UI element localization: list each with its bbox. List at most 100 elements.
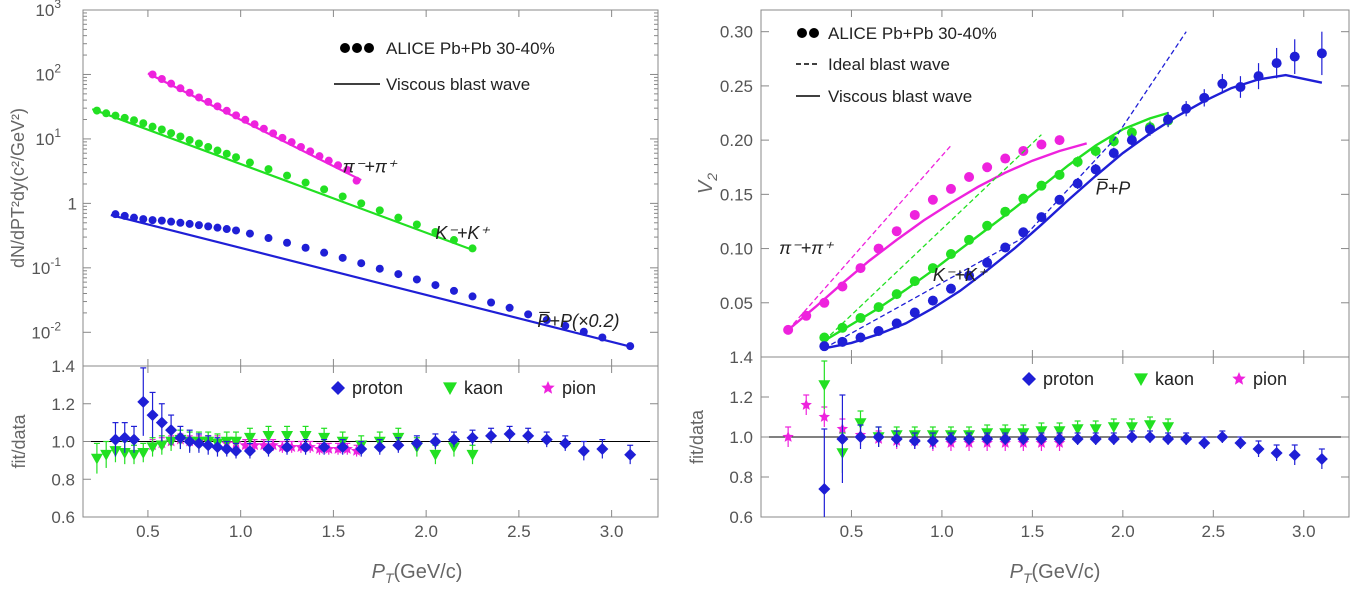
triangle-marker	[230, 436, 243, 448]
diamond-marker	[281, 441, 294, 454]
y-tick-label: 0.25	[720, 77, 753, 96]
diamond-marker	[1180, 433, 1193, 445]
circle-marker	[837, 336, 848, 347]
circle-marker	[139, 215, 148, 224]
triangle-marker	[243, 432, 256, 444]
diamond-marker	[559, 437, 572, 450]
circle-marker	[222, 149, 231, 158]
circle-marker	[945, 183, 956, 194]
star-marker	[267, 439, 279, 451]
circle-marker	[176, 132, 185, 141]
circle-marker	[801, 310, 812, 321]
x-tick-label: 2.0	[1111, 522, 1135, 541]
pion-series-label: π⁻+π⁺	[779, 238, 834, 258]
y-axis-label: fit/data	[687, 409, 707, 464]
triangle-marker	[155, 440, 168, 452]
y-tick-label: 103	[35, 0, 61, 20]
diamond-marker	[522, 429, 535, 442]
circle-marker	[1253, 71, 1264, 82]
ratio-data	[782, 360, 1328, 517]
diamond-marker	[447, 433, 460, 446]
circle-marker	[468, 292, 477, 301]
circle-marker	[148, 70, 157, 79]
circle-marker	[431, 281, 440, 290]
diamond-marker	[1270, 447, 1283, 459]
left-x-axis-label: PT(GeV/c)	[372, 561, 463, 586]
circle-marker	[1144, 124, 1155, 135]
diamond-marker	[192, 437, 205, 450]
circle-marker	[1163, 114, 1174, 125]
legend-ideal-label: Ideal blast wave	[828, 55, 950, 74]
circle-marker	[194, 221, 203, 230]
circle-marker	[1181, 103, 1192, 114]
triangle-marker	[262, 431, 275, 442]
circle-marker	[1235, 81, 1246, 92]
circle-marker	[250, 120, 259, 129]
proton-ideal-line	[823, 31, 1187, 349]
triangle-marker	[90, 453, 103, 465]
circle-marker	[167, 79, 176, 88]
diamond-marker	[1053, 433, 1066, 445]
circle-marker	[213, 146, 222, 155]
diamond-marker	[373, 441, 386, 454]
circle-marker	[301, 178, 310, 187]
triangle-marker	[299, 431, 312, 442]
legend-data-marker	[340, 43, 350, 53]
circle-marker	[964, 234, 975, 245]
y-tick-label: 1.4	[729, 348, 753, 367]
y-tick-label: 10-2	[31, 319, 61, 342]
x-tick-label: 2.0	[414, 522, 438, 541]
legend-viscous-label: Viscous blast wave	[828, 87, 972, 106]
legend: ALICE Pb+Pb 30-40% Viscous blast wave	[334, 39, 555, 94]
diamond-marker	[331, 381, 345, 395]
circle-marker	[626, 342, 635, 351]
star-marker	[782, 431, 794, 442]
diamond-marker	[1071, 433, 1084, 445]
circle-marker	[148, 122, 157, 131]
circle-marker	[1108, 148, 1119, 159]
circle-marker	[157, 216, 166, 225]
diamond-marker	[1252, 443, 1265, 455]
circle-marker	[927, 194, 938, 205]
diamond-marker	[999, 433, 1012, 445]
diamond-marker	[872, 431, 885, 443]
circle-marker	[909, 307, 920, 318]
diamond-marker	[137, 395, 150, 408]
circle-marker	[855, 332, 866, 343]
diamond-marker	[1288, 449, 1301, 461]
legend-pion-label: pion	[1253, 369, 1287, 389]
legend-data-marker	[364, 43, 374, 53]
circle-marker	[412, 220, 421, 229]
triangle-marker	[1134, 373, 1148, 386]
y-tick-label: 0.8	[51, 470, 75, 489]
circle-marker	[338, 192, 347, 201]
circle-marker	[130, 116, 139, 125]
v2-ratio-panel: 0.6 0.8 1.0 1.2 1.4 0.5 1.0 1.5 2.0 2.5 3.0 fit/dat…	[687, 348, 1350, 541]
x-tick-label: 1.5	[1021, 522, 1045, 541]
diamond-marker	[818, 483, 831, 495]
triangle-marker	[1162, 422, 1175, 433]
circle-marker	[338, 253, 347, 262]
circle-marker	[157, 125, 166, 134]
spectra-panel: 103 102 101 1 10-1 10-2 dN/dPT²dy(c²/GeV²) ALIC…	[8, 0, 659, 367]
diamond-marker	[174, 431, 187, 444]
circle-marker	[232, 153, 241, 162]
circle-marker	[352, 176, 361, 185]
circle-marker	[120, 113, 129, 122]
circle-marker	[343, 165, 352, 174]
circle-marker	[1036, 180, 1047, 191]
circle-marker	[232, 226, 241, 235]
circle-marker	[245, 158, 254, 167]
triangle-marker	[128, 449, 141, 461]
circle-marker	[301, 243, 310, 252]
legend: ALICE Pb+Pb 30-40% Ideal blast wave Viscou…	[796, 24, 997, 106]
diamond-marker	[981, 433, 994, 445]
circle-marker	[1316, 48, 1327, 59]
diamond-marker	[109, 433, 122, 446]
diamond-marker	[220, 443, 233, 456]
circle-marker	[982, 220, 993, 231]
circle-marker	[394, 213, 403, 222]
circle-marker	[855, 263, 866, 274]
circle-marker	[505, 303, 514, 312]
proton-series	[819, 31, 1327, 352]
